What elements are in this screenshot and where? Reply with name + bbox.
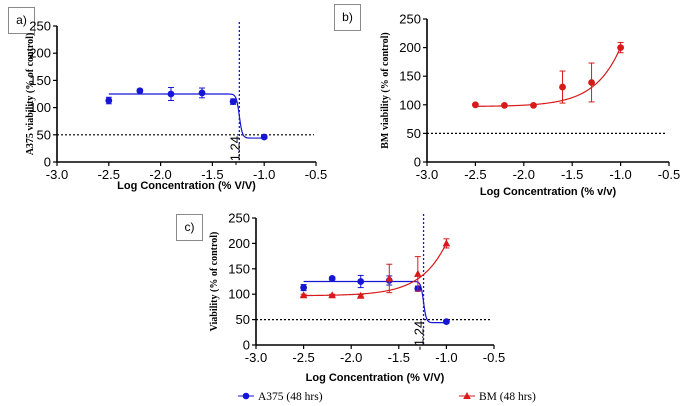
x-tick-label: -2.0 (149, 167, 171, 182)
data-point (414, 269, 422, 277)
data-point (229, 98, 237, 106)
x-tick-label: -0.5 (483, 350, 505, 365)
x-tick-label: -1.5 (388, 350, 410, 365)
fit-curve-blue (303, 280, 447, 324)
x-tick-label: -2.5 (292, 350, 314, 365)
fit-curve-red (303, 242, 447, 297)
data-point (588, 79, 595, 86)
y-tick-label: 250 (29, 19, 51, 34)
data-point (501, 101, 508, 109)
data-point (442, 239, 451, 247)
y-axis-title: Viability (% of control) (209, 232, 220, 332)
data-point (136, 87, 144, 95)
x-axis-title: Log Concentration (% V/V) (117, 180, 256, 192)
x-tick-label: -3.0 (416, 167, 438, 182)
y-axis-title: BM viability (% of control) (380, 32, 391, 148)
x-tick-label: -3.0 (46, 167, 68, 182)
legend-marker (463, 392, 471, 399)
y-tick-label: 100 (399, 97, 421, 112)
ic50-label: -1.24 (227, 136, 242, 166)
chart-panel-2: b) 0 50 100 150 200 250 -3.0 -2.5 -2.0 -1.5 -1.0 -0.… (334, 4, 680, 198)
data-point (472, 101, 479, 109)
x-tick-label: -1.0 (435, 350, 457, 365)
y-tick-label: 150 (29, 73, 51, 88)
data-point (328, 275, 336, 282)
x-tick-label: -1.0 (253, 167, 275, 182)
data-point (328, 291, 336, 299)
data-point (260, 133, 268, 141)
ic50-label: -1.24 (412, 321, 427, 351)
panel-label-box (8, 7, 35, 34)
y-tick-label: 0 (414, 155, 421, 170)
panel-label: c) (185, 220, 195, 234)
fit-curve-red (475, 46, 622, 107)
chart-panel-3: c) 0 50 100 150 200 250 -3.0 -2.5 -2.0 -1.5 -1.0 -0.… (176, 211, 536, 403)
x-axis-title: Log Concentration (% V/V) (306, 372, 445, 384)
y-tick-label: 150 (399, 69, 421, 84)
x-tick-label: -2.5 (464, 167, 486, 182)
y-tick-label: 0 (44, 155, 51, 170)
data-point (385, 274, 394, 282)
legend-label: A375 (48 hrs) (258, 391, 323, 403)
x-tick-label: -0.5 (305, 167, 327, 182)
data-point (357, 278, 365, 285)
x-tick-label: -3.0 (245, 350, 267, 365)
data-point (443, 318, 450, 326)
legend-label: BM (48 hrs) (479, 391, 536, 403)
panel-label: a) (16, 13, 27, 27)
y-tick-label: 100 (29, 100, 51, 115)
x-tick-label: -1.5 (561, 167, 583, 182)
y-tick-label: 200 (228, 236, 250, 251)
data-point (559, 83, 566, 91)
panel-label-box (176, 214, 203, 241)
y-tick-label: 50 (407, 126, 421, 141)
data-point (105, 97, 113, 104)
data-point (198, 89, 206, 97)
y-tick-label: 100 (228, 287, 250, 302)
data-point (617, 44, 624, 51)
legend: A375 (48 hrs) BM (48 hrs) (238, 391, 536, 403)
data-point (530, 101, 537, 109)
data-point (300, 284, 307, 291)
y-tick-label: 200 (399, 40, 421, 55)
panel-label-box (334, 4, 361, 31)
x-tick-label: -2.5 (98, 167, 120, 182)
legend-marker (242, 392, 250, 400)
x-axis-title: Log Concentration (% v/v) (480, 186, 617, 198)
y-tick-label: 250 (228, 211, 250, 226)
chart-panel-1: a) 0 50 100 150 200 250 -3.0 -2.5 -2.0 -1.5 -1.0 -0.… (8, 7, 327, 192)
data-point (299, 291, 308, 299)
data-point (167, 90, 175, 98)
y-tick-label: 200 (29, 46, 51, 61)
x-tick-label: -0.5 (658, 167, 680, 182)
y-tick-label: 50 (37, 127, 51, 142)
fit-curve-blue (108, 93, 265, 139)
x-tick-label: -1.0 (609, 167, 631, 182)
y-tick-label: 50 (236, 312, 250, 327)
y-tick-label: 250 (399, 12, 421, 27)
y-tick-label: 150 (228, 261, 250, 276)
data-point (356, 291, 365, 299)
panel-label: b) (342, 10, 353, 24)
y-tick-label: 0 (243, 338, 250, 353)
x-tick-label: -2.0 (513, 167, 535, 182)
x-tick-label: -2.0 (340, 350, 362, 365)
x-tick-label: -1.5 (201, 167, 223, 182)
y-axis-title: A375 viability (% of control) (25, 33, 36, 156)
